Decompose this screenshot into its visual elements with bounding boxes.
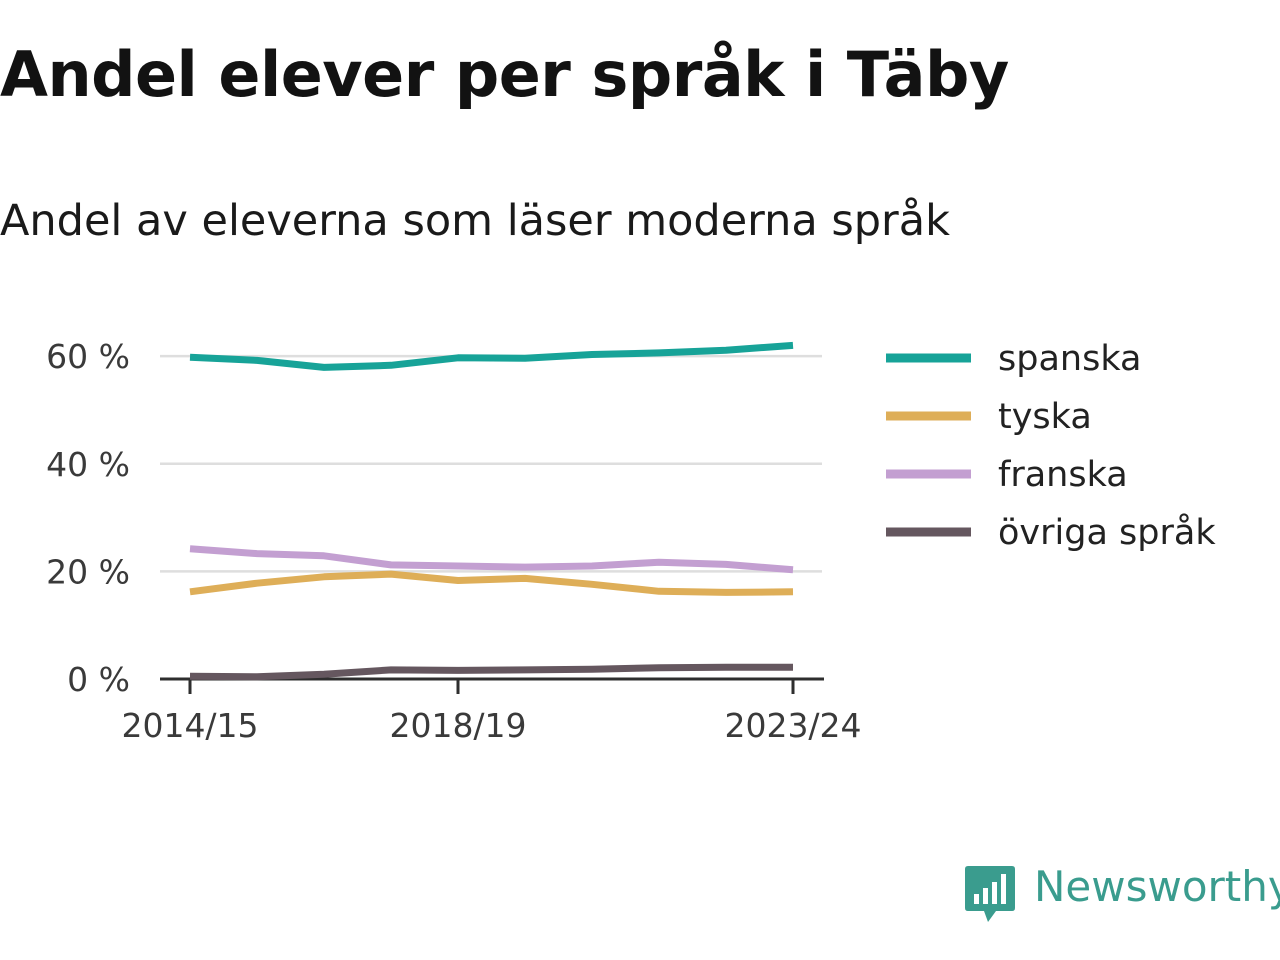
legend-label: franska: [998, 455, 1128, 495]
x-tick-label: 2018/19: [389, 706, 526, 745]
y-tick-label: 60 %: [46, 337, 130, 376]
x-tick-label: 2014/15: [121, 706, 258, 745]
y-tick-label: 20 %: [46, 552, 130, 591]
chart-subtitle: Andel av eleverna som läser moderna språ…: [0, 196, 950, 246]
series-line-övriga-språk: [189, 663, 793, 681]
brand-name: Newsworthy: [1034, 862, 1280, 911]
axes: 0 % 20 % 40 % 60 % 2014/15 2018/19 2023/24: [46, 337, 861, 745]
series-line-tyska: [189, 570, 794, 596]
legend-label: spanska: [998, 339, 1141, 379]
series-lines: [189, 341, 794, 681]
y-tick-label: 40 %: [46, 445, 130, 484]
y-tick-label: 0 %: [67, 660, 130, 699]
legend-label: övriga språk: [998, 512, 1216, 553]
series-line-franska: [189, 545, 794, 574]
x-tick-label: 2023/24: [724, 706, 861, 745]
legend: spanska tyska franska övriga språk: [886, 339, 1216, 553]
series-line-spanska: [189, 341, 794, 371]
chart-title: Andel elever per språk i Täby: [0, 38, 1009, 111]
brand-logo: Newsworthy: [964, 862, 1280, 926]
newsworthy-logo-icon: [965, 866, 1015, 922]
grid-lines: [160, 354, 822, 573]
legend-label: tyska: [998, 397, 1092, 437]
